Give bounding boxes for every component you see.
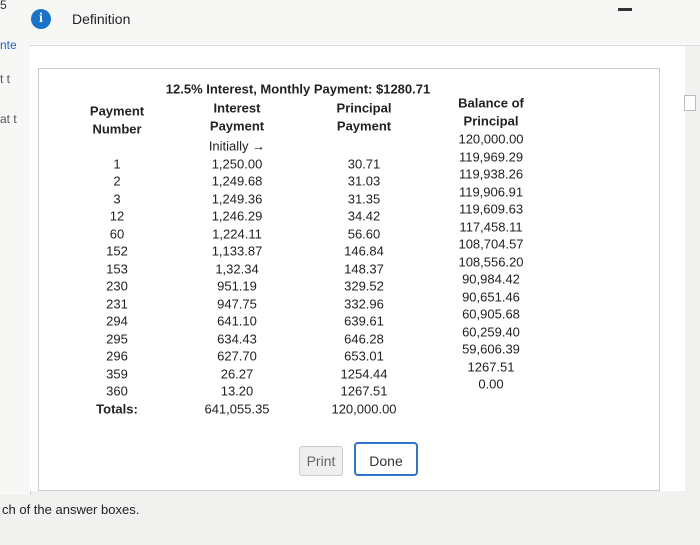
table-cell: 119,609.63 [458, 201, 524, 217]
table-cell: 641.10 [217, 313, 257, 329]
table-cell: 30.71 [347, 156, 381, 171]
table-cell: 26.27 [220, 366, 254, 381]
table-cell: 31.35 [347, 191, 381, 206]
table-cell: 148.37 [344, 261, 384, 276]
table-cell: 1,224.11 [212, 226, 262, 241]
table-cell: 12 [109, 208, 125, 224]
edge-fragment: t t [0, 72, 11, 86]
scroll-handle [684, 95, 696, 111]
print-button[interactable]: Print [299, 446, 343, 476]
table-cell: 1,249.68 [211, 173, 263, 189]
table-cell: 1,32.34 [215, 261, 259, 276]
table-cell: 119,969.29 [458, 149, 524, 164]
table-cell: 1,249.36 [211, 191, 263, 206]
table-cell: 646.28 [344, 331, 384, 346]
table-cell: 639.61 [344, 313, 384, 329]
table-panel [38, 68, 660, 491]
info-icon: i [31, 9, 51, 29]
table-cell: Totals: [96, 401, 138, 416]
column-header: Number [92, 121, 142, 137]
table-cell: 59,606.39 [462, 341, 520, 357]
table-cell: 1,250.00 [211, 156, 263, 171]
table-caption: 12.5% Interest, Monthly Payment: $1280.7… [165, 81, 431, 97]
table-cell: 947.75 [217, 296, 257, 311]
table-cell: 60,905.68 [462, 306, 520, 322]
table-cell: 152 [106, 243, 128, 259]
table-cell: 120,000.00 [331, 401, 397, 416]
table-cell: 332.96 [344, 296, 384, 311]
table-cell: 2 [113, 173, 121, 189]
table-cell: 1267.51 [467, 359, 515, 374]
table-cell: 153 [106, 261, 128, 276]
table-cell: 359 [106, 366, 128, 381]
column-header: Principal [336, 100, 392, 116]
column-header: Payment [209, 118, 265, 134]
table-cell: 108,556.20 [458, 254, 524, 269]
left-strip [0, 45, 31, 495]
table-cell: 90,984.42 [462, 271, 520, 287]
table-cell: 60 [109, 226, 125, 241]
minimize-button[interactable] [618, 8, 632, 11]
table-cell: 3 [113, 191, 121, 206]
table-cell: Initially → [208, 138, 266, 154]
table-cell: 296 [106, 348, 128, 364]
column-header: Payment [336, 118, 392, 134]
table-cell: 653.01 [344, 348, 384, 364]
table-cell: 627.70 [217, 348, 257, 364]
edge-fragment: at t [0, 112, 17, 126]
footer-text: ch of the answer boxes. [2, 502, 140, 517]
table-cell: 56.60 [347, 226, 381, 241]
table-cell: 119,938.26 [458, 166, 524, 182]
table-cell: 231 [106, 296, 128, 311]
column-header: Principal [463, 113, 519, 129]
table-cell: 108,704.57 [458, 236, 524, 252]
edge-fragment: 5 [0, 0, 7, 12]
table-cell: 230 [106, 278, 128, 294]
table-cell: 1 [113, 156, 121, 171]
table-cell: 1,133.87 [211, 243, 263, 259]
column-header: Interest [213, 100, 261, 116]
table-cell: 1,246.29 [211, 208, 263, 224]
table-cell: 13.20 [220, 383, 254, 399]
title-bar [0, 0, 700, 46]
table-cell: 90,651.46 [462, 289, 520, 304]
table-cell: 146.84 [344, 243, 384, 259]
table-cell: 1254.44 [340, 366, 388, 381]
table-cell: 1267.51 [340, 383, 388, 399]
dialog-title: Definition [72, 11, 131, 27]
table-cell: 641,055.35 [204, 401, 270, 416]
table-cell: 329.52 [344, 278, 384, 294]
table-cell: 60,259.40 [462, 324, 520, 339]
column-header: Balance of [458, 95, 524, 111]
table-cell: 295 [106, 331, 128, 346]
column-header: Payment [89, 103, 145, 119]
table-cell: 34.42 [347, 208, 381, 224]
table-cell: 951.19 [217, 278, 257, 294]
table-cell: 634.43 [217, 331, 257, 346]
table-cell: 360 [106, 383, 128, 399]
edge-fragment: nte [0, 38, 17, 52]
table-cell: 117,458.11 [459, 219, 523, 234]
table-cell: 31.03 [347, 173, 381, 189]
table-cell: 0.00 [478, 376, 504, 392]
done-button[interactable]: Done [354, 442, 418, 476]
table-cell: 294 [106, 313, 128, 329]
table-cell: 120,000.00 [458, 131, 524, 147]
table-cell: 119,906.91 [458, 184, 524, 199]
